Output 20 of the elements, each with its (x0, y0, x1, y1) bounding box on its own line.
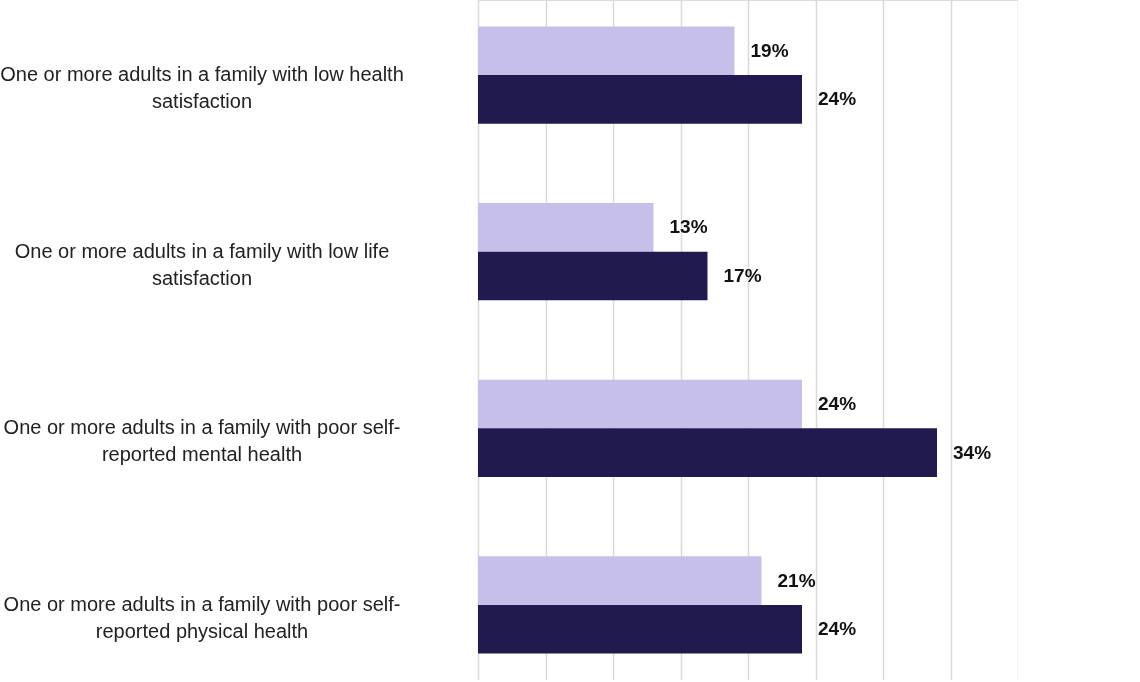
y-tick-label: One or more adults in a family with low health satisfaction (0, 63, 404, 113)
bar (478, 203, 654, 252)
data-label: 34% (953, 441, 992, 463)
data-label: 19% (750, 39, 789, 61)
data-label: 21% (777, 569, 816, 591)
data-label: 13% (669, 216, 708, 238)
y-tick-label: One or more adults in a family with poor self-reported mental health (3, 416, 401, 466)
bar (478, 428, 937, 477)
bar (478, 604, 802, 654)
data-label: 24% (818, 88, 857, 110)
y-tick-label: One or more adults in a family with low life satisfaction (14, 239, 390, 289)
bar (478, 379, 802, 429)
bar (478, 251, 708, 301)
data-label: 17% (723, 264, 762, 286)
y-tick-label: One or more adults in a family with poor self-reported physical health (3, 592, 401, 642)
bar (478, 26, 735, 76)
data-label: 24% (818, 393, 857, 415)
bar (478, 556, 762, 605)
bar (478, 75, 802, 124)
data-label: 24% (818, 618, 857, 640)
